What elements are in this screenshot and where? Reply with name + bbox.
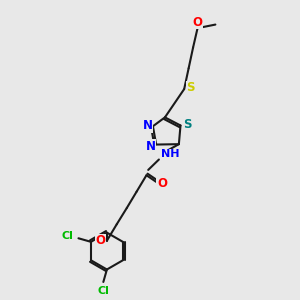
Text: O: O <box>157 177 167 190</box>
Text: Cl: Cl <box>62 232 74 242</box>
Text: NH: NH <box>161 149 179 159</box>
Text: Cl: Cl <box>98 286 109 296</box>
Text: O: O <box>95 234 105 247</box>
Text: N: N <box>146 140 156 153</box>
Text: O: O <box>193 16 202 29</box>
Text: N: N <box>142 119 153 132</box>
Text: S: S <box>183 118 191 131</box>
Text: S: S <box>187 81 195 94</box>
